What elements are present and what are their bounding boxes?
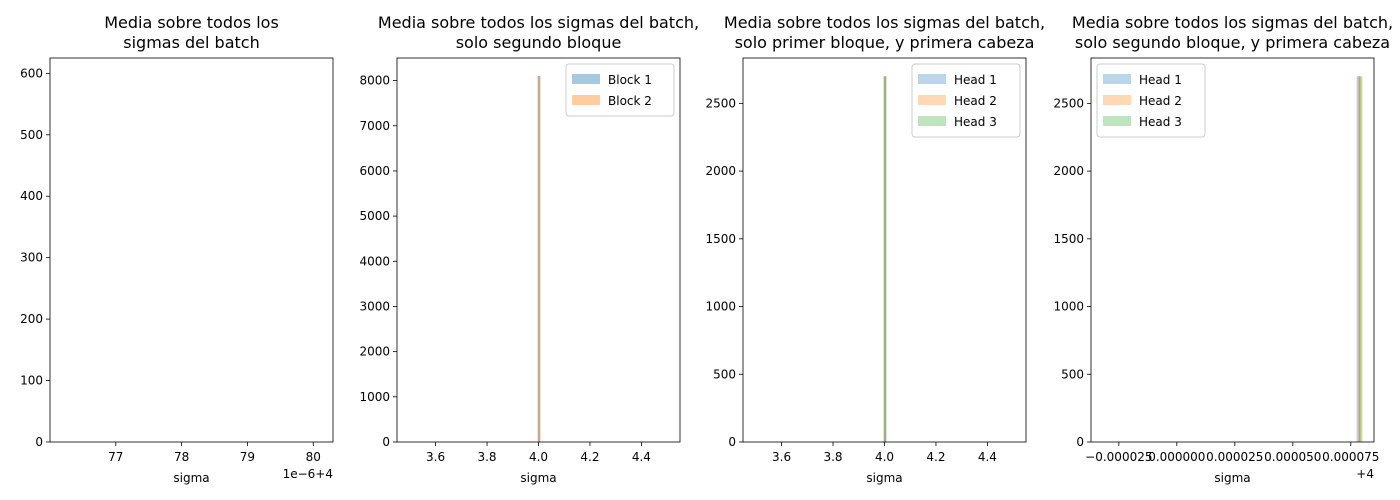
y-tick-label: 2500: [705, 96, 736, 110]
chart-title-line: Media sobre todos los: [104, 13, 279, 32]
subplot-3: Media sobre todos los sigmas del batch,s…: [705, 13, 1045, 485]
x-tick-label: 3.8: [823, 450, 842, 464]
chart-title-line: sigmas del batch: [123, 33, 259, 52]
legend-swatch: [572, 74, 600, 84]
legend-swatch: [572, 95, 600, 105]
x-axis-label: sigma: [1214, 471, 1250, 485]
y-tick-label: 8000: [359, 74, 390, 88]
axes-frame: [1090, 57, 1375, 443]
legend-box: [565, 63, 675, 117]
legend-swatch: [1103, 116, 1131, 126]
axes-frame: [49, 57, 334, 443]
y-tick-label: 0: [382, 435, 390, 449]
histogram-bar: [883, 76, 887, 443]
y-tick-label: 0: [1076, 435, 1084, 449]
x-axis-label: sigma: [173, 471, 209, 485]
y-tick-label: 400: [20, 189, 43, 203]
x-tick-label: 78: [174, 450, 189, 464]
x-offset-text: 1e−6+4: [283, 467, 333, 481]
x-tick-label: 0.000050: [1264, 450, 1321, 464]
y-tick-label: 500: [20, 128, 43, 142]
legend-label: Head 3: [954, 115, 997, 129]
x-tick-label: 0.000000: [1148, 450, 1205, 464]
x-tick-label: 3.8: [477, 450, 496, 464]
x-axis-label: sigma: [866, 471, 902, 485]
x-tick-label: 79: [240, 450, 255, 464]
histogram-bar: [537, 76, 541, 442]
legend-label: Block 1: [608, 73, 652, 87]
x-offset-text: +4: [1356, 467, 1374, 481]
y-tick-label: 2000: [359, 345, 390, 359]
y-tick-label: 2000: [1053, 164, 1084, 178]
y-tick-label: 1000: [359, 390, 390, 404]
y-tick-label: 1000: [705, 300, 736, 314]
y-tick-label: 500: [713, 367, 736, 381]
y-tick-label: 2500: [1053, 96, 1084, 110]
legend-label: Head 1: [1139, 73, 1182, 87]
legend-swatch: [1103, 95, 1131, 105]
x-tick-label: 4.0: [529, 450, 548, 464]
y-tick-label: 5000: [359, 209, 390, 223]
legend-label: Block 2: [608, 94, 652, 108]
legend-swatch: [1103, 74, 1131, 84]
x-tick-label: 3.6: [426, 450, 445, 464]
legend-box: [1096, 63, 1206, 138]
legend-label: Head 1: [954, 73, 997, 87]
subplot-2: Media sobre todos los sigmas del batch,s…: [359, 13, 699, 485]
y-tick-label: 4000: [359, 254, 390, 268]
histogram-bar: [883, 76, 887, 443]
y-tick-label: 7000: [359, 119, 390, 133]
histogram-bar: [1358, 76, 1363, 443]
x-tick-label: 77: [108, 450, 123, 464]
x-tick-label: 4.4: [978, 450, 997, 464]
x-tick-label: 0.000075: [1322, 450, 1379, 464]
histogram-bar: [1356, 76, 1361, 443]
legend-label: Head 2: [1139, 94, 1182, 108]
chart-title-line: Media sobre todos los sigmas del batch,: [1072, 13, 1393, 32]
x-tick-label: 4.4: [632, 450, 651, 464]
y-tick-label: 3000: [359, 299, 390, 313]
x-tick-label: 3.6: [772, 450, 791, 464]
y-tick-label: 2000: [705, 164, 736, 178]
chart-title-line: solo primer bloque, y primera cabeza: [735, 33, 1035, 52]
y-tick-label: 0: [728, 435, 736, 449]
y-tick-label: 1500: [1053, 232, 1084, 246]
legend-label: Head 2: [954, 94, 997, 108]
y-tick-label: 6000: [359, 164, 390, 178]
subplot-4: Media sobre todos los sigmas del batch,s…: [1053, 13, 1393, 485]
x-axis-label: sigma: [520, 471, 556, 485]
x-tick-label: 4.2: [926, 450, 945, 464]
chart-title-line: Media sobre todos los sigmas del batch,: [378, 13, 699, 32]
chart-title-line: solo segundo bloque: [456, 33, 622, 52]
chart-title-line: solo segundo bloque, y primera cabeza: [1075, 33, 1390, 52]
legend-swatch: [918, 116, 946, 126]
legend-box: [911, 63, 1021, 138]
chart-title-line: Media sobre todos los sigmas del batch,: [724, 13, 1045, 32]
legend-label: Head 3: [1139, 115, 1182, 129]
y-tick-label: 600: [20, 66, 43, 80]
x-tick-label: 0.000025: [1206, 450, 1263, 464]
histogram-bar: [1357, 76, 1362, 443]
x-tick-label: −0.000025: [1085, 450, 1152, 464]
y-tick-label: 0: [35, 435, 43, 449]
y-tick-label: 200: [20, 312, 43, 326]
x-tick-label: 80: [306, 450, 321, 464]
y-tick-label: 1500: [705, 232, 736, 246]
y-tick-label: 500: [1061, 367, 1084, 381]
x-tick-label: 4.2: [580, 450, 599, 464]
y-tick-label: 300: [20, 251, 43, 265]
y-tick-label: 1000: [1053, 300, 1084, 314]
y-tick-label: 100: [20, 374, 43, 388]
x-tick-label: 4.0: [875, 450, 894, 464]
histogram-bar: [883, 76, 887, 443]
legend-swatch: [918, 74, 946, 84]
legend-swatch: [918, 95, 946, 105]
histogram-bar: [537, 76, 541, 442]
